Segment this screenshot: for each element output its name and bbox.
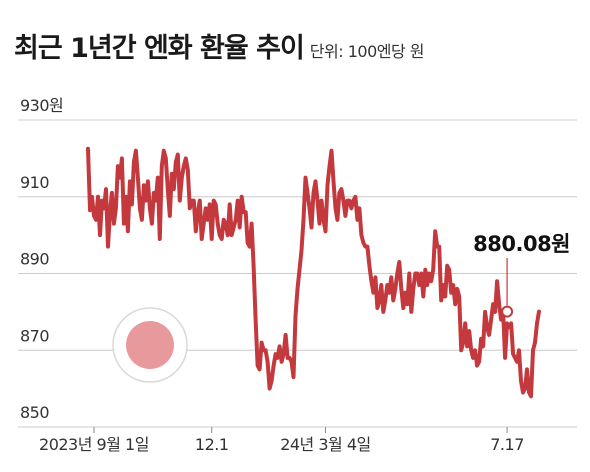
unit-label: 단위: 100엔당 원: [309, 42, 425, 61]
x-tick-label-0: 2023년 9월 1일: [39, 435, 149, 454]
chart-title: 최근 1년간 엔화 환율 추이: [14, 33, 305, 64]
yen-circle-dot: [126, 321, 174, 369]
chart-header: 최근 1년간 엔화 환율 추이 단위: 100엔당 원: [14, 26, 425, 65]
y-tick-label-890: 890: [20, 250, 49, 269]
y-tick-label-930: 930원: [20, 96, 63, 115]
y-tick-label-910: 910: [20, 173, 49, 192]
y-tick-label-850: 850: [20, 403, 49, 422]
x-tick-label-1: 12.1: [195, 435, 229, 454]
last-value-label: 880.08원: [473, 232, 570, 256]
y-tick-label-870: 870: [20, 326, 49, 345]
last-value-marker: [501, 305, 514, 318]
exchange-rate-line: [86, 146, 541, 399]
x-tick-label-2: 24년 3월 4일: [280, 435, 371, 454]
x-tick-label-3: 7.17: [490, 435, 524, 454]
